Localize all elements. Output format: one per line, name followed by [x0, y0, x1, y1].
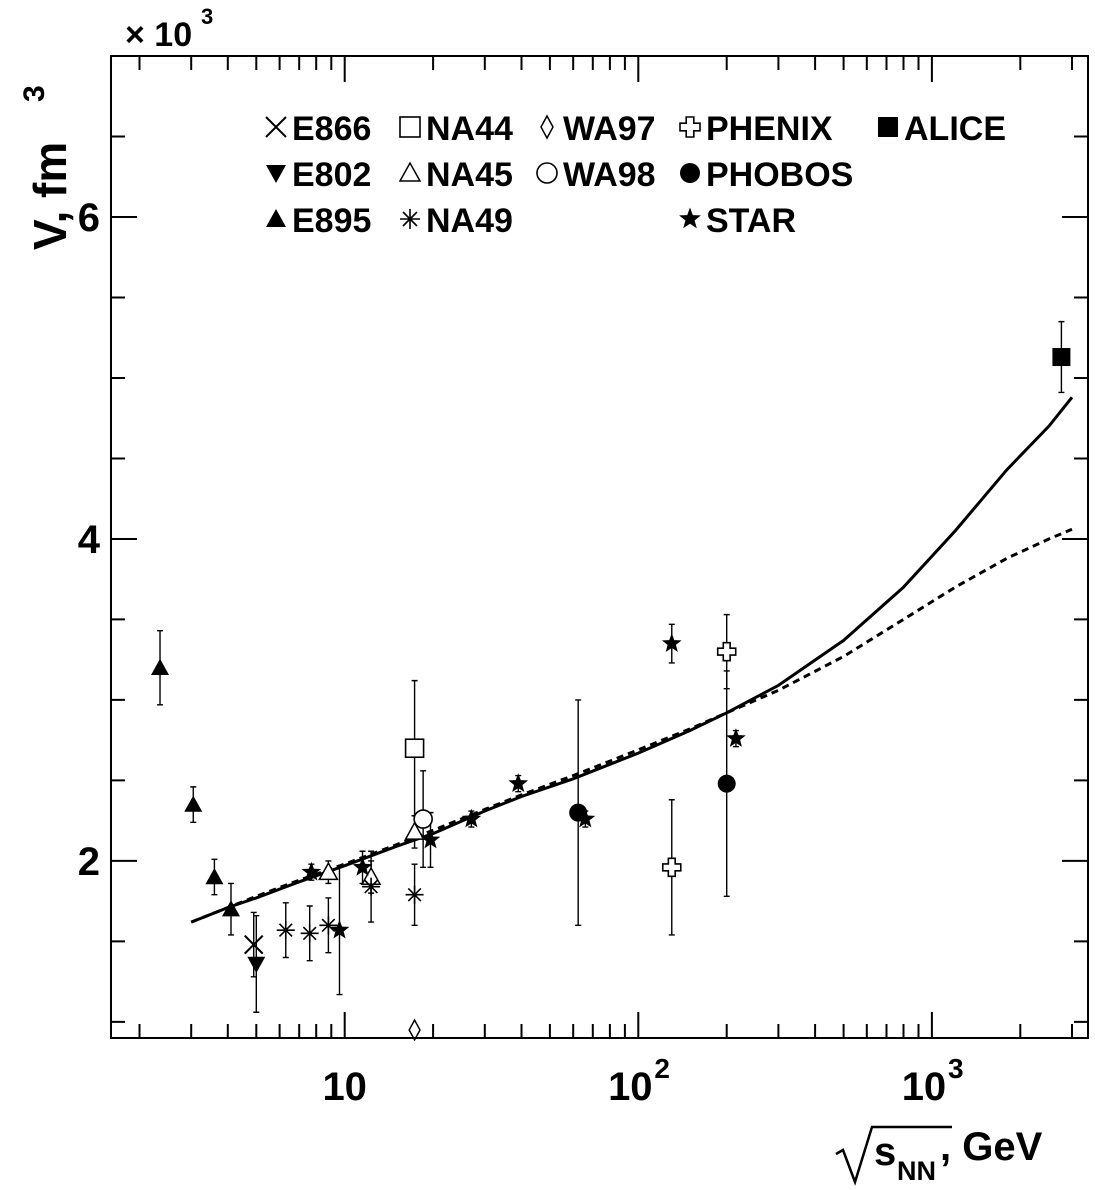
legend-label-e866: E866 [292, 110, 371, 148]
marker-star-7 [661, 633, 682, 652]
legend-marker-phenix [679, 116, 701, 138]
y-multiplier-label: × 10 [125, 16, 192, 54]
marker-wa98-0 [413, 809, 433, 829]
marker-alice-0 [1052, 348, 1071, 367]
data-markers [151, 348, 1071, 1042]
x-tick-label-1: 10 [608, 1065, 653, 1109]
legend-label-e802: E802 [292, 156, 371, 194]
legend-marker-star [679, 207, 701, 229]
marker-star-0 [301, 861, 322, 881]
marker-na45-0 [318, 861, 339, 881]
marker-wa97-0 [408, 1018, 421, 1042]
legend-label-na49: NA49 [426, 202, 513, 240]
legend-marker-wa98 [536, 162, 558, 184]
axis-ticks [111, 55, 1088, 1038]
y-tick-label-2: 6 [78, 196, 100, 240]
marker-na49-0 [276, 921, 295, 940]
marker-e895-0 [151, 658, 170, 675]
y-axis-label: V, fm [24, 142, 76, 250]
marker-phenix-1 [716, 641, 737, 662]
marker-na49-2 [319, 916, 338, 935]
x-tick-label-0: 10 [322, 1065, 367, 1109]
model-curves [190, 396, 1074, 924]
marker-na44-0 [404, 738, 425, 759]
legend-marker-na49 [400, 209, 420, 229]
legend-label-star: STAR [706, 202, 796, 240]
y-multiplier-exponent: 3 [201, 4, 213, 29]
legend-marker-e802 [266, 165, 286, 183]
legend-marker-na45 [398, 161, 422, 182]
x-tick-label-2: 10 [902, 1065, 947, 1109]
marker-na49-1 [300, 924, 319, 943]
error-bars [157, 320, 1065, 1013]
y-tick-label-0: 2 [78, 840, 100, 884]
legend-marker-alice [878, 117, 898, 137]
legend: E866 E802 E895 NA44 NA45 NA49 WA97 WA98 PHENIX PH… [265, 110, 1006, 240]
sqrt-symbol [835, 1125, 952, 1186]
marker-star-6 [575, 808, 596, 828]
x-tick-label-exp-2: 3 [948, 1053, 964, 1084]
legend-label-na45: NA45 [426, 156, 513, 194]
legend-marker-na44 [399, 116, 421, 138]
x-tick-label-exp-1: 2 [654, 1053, 670, 1084]
marker-na45-2 [404, 821, 425, 840]
legend-label-wa98: WA98 [563, 156, 656, 194]
marker-star-4 [461, 808, 482, 828]
legend-label-na44: NA44 [426, 110, 513, 148]
marker-star-3 [420, 829, 441, 849]
legend-label-e895: E895 [292, 202, 371, 240]
marker-na49-4 [405, 885, 424, 904]
x-axis-label-subscript: NN [897, 1156, 936, 1186]
marker-e802-0 [247, 956, 266, 973]
model-curve-solid [190, 396, 1074, 924]
legend-label-phenix: PHENIX [706, 110, 833, 148]
marker-e866-0 [244, 934, 264, 955]
y-tick-label-1: 4 [78, 518, 101, 562]
marker-star-8 [726, 728, 746, 747]
legend-label-alice: ALICE [904, 110, 1006, 148]
model-curve-dashed [190, 527, 1073, 924]
marker-star-5 [508, 773, 529, 792]
marker-star-1 [329, 919, 350, 939]
x-axis-label-root: s [874, 1130, 896, 1174]
legend-label-wa97: WA97 [563, 110, 656, 148]
marker-e895-1 [184, 795, 203, 812]
legend-marker-e866 [265, 116, 287, 138]
plot-frame [110, 55, 1089, 1039]
marker-e895-3 [221, 900, 240, 917]
marker-na49-3 [362, 877, 381, 896]
legend-label-phobos: PHOBOS [706, 156, 853, 194]
marker-e895-2 [205, 868, 224, 885]
marker-phenix-0 [661, 857, 682, 878]
y-axis-label-exponent: 3 [18, 85, 51, 102]
marker-star-2 [352, 857, 373, 876]
marker-phobos-1 [717, 774, 736, 793]
x-axis-label-unit: , GeV [940, 1125, 1043, 1169]
legend-marker-e895 [266, 209, 286, 227]
legend-marker-wa97 [540, 114, 554, 140]
legend-marker-phobos [680, 163, 700, 183]
